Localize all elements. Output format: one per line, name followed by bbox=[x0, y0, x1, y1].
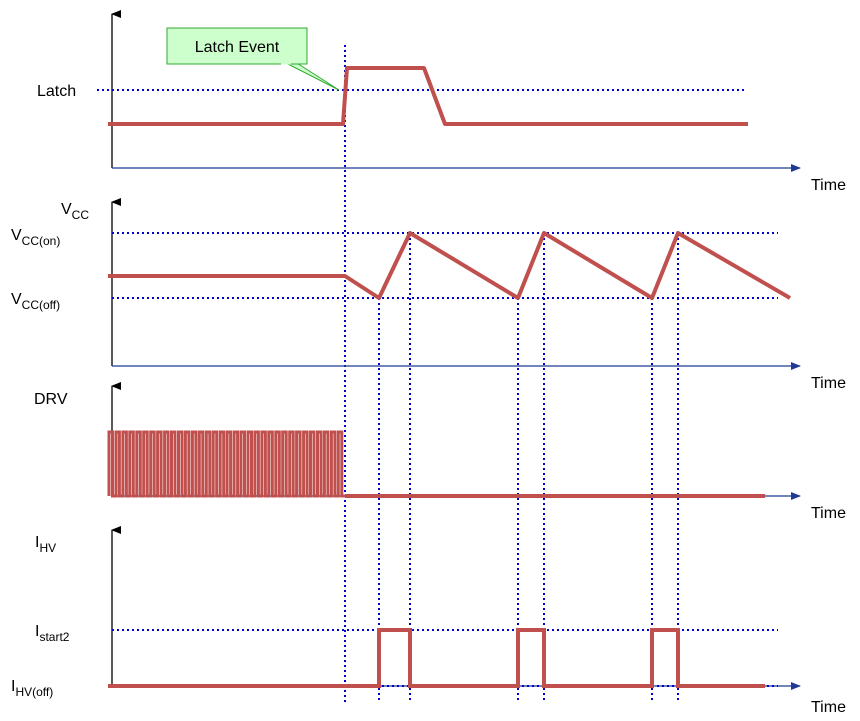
vcc-signal bbox=[108, 231, 792, 300]
vcc-on-label: VCC(on) bbox=[11, 227, 60, 248]
ihv-panel: IHV Istart2 IHV(off) Time bbox=[11, 526, 846, 716]
drv-axis-label: DRV bbox=[34, 391, 68, 408]
ihv-signal bbox=[108, 628, 765, 688]
vcc-off-label: VCC(off) bbox=[11, 291, 60, 312]
latch-level-label: Latch bbox=[37, 83, 76, 100]
drv-pulse-train bbox=[107, 430, 346, 498]
ihv-time-label: Time bbox=[811, 699, 846, 716]
ihv-axis-label: IHV bbox=[35, 534, 56, 555]
istart2-label: Istart2 bbox=[35, 623, 70, 644]
latch-time-label: Time bbox=[811, 177, 846, 194]
drv-time-label: Time bbox=[811, 505, 846, 522]
vertical-reference-lines bbox=[344, 45, 679, 702]
callout-text: Latch Event bbox=[195, 39, 280, 56]
drv-panel: DRV Time bbox=[34, 382, 846, 522]
latch-event-callout: Latch Event bbox=[166, 27, 340, 91]
callout-box bbox=[166, 27, 308, 65]
vcc-axis-label: VCC bbox=[61, 201, 89, 222]
ihv-off-label: IHV(off) bbox=[11, 678, 53, 699]
vcc-panel: VCC VCC(on) VCC(off) Time bbox=[11, 198, 846, 392]
vcc-time-label: Time bbox=[811, 375, 846, 392]
latch-panel: Latch Time Latch Event bbox=[37, 10, 846, 194]
latch-signal bbox=[108, 66, 748, 126]
